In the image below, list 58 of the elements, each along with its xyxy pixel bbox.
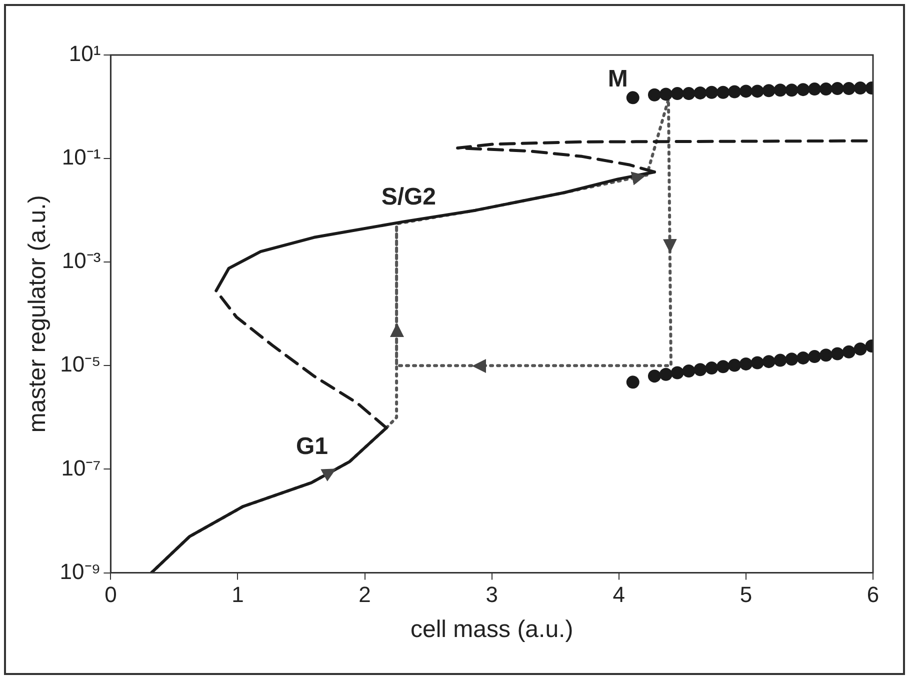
point [785, 352, 798, 366]
annotation: S/G2 [381, 183, 436, 210]
point [659, 88, 672, 101]
y-tick-label: 10⁻³ [62, 248, 101, 274]
point [626, 91, 640, 104]
point [842, 82, 856, 96]
y-axis-title: master regulator (a.u.) [24, 195, 52, 433]
y-tick-label: 10⁻⁵ [60, 352, 101, 377]
point [750, 84, 764, 98]
point [648, 370, 661, 383]
y-tick-label: 10⁻¹ [62, 144, 101, 170]
point [659, 368, 672, 381]
point [774, 354, 787, 367]
point [705, 362, 718, 375]
x-tick-label: 3 [486, 582, 498, 608]
point [819, 348, 832, 362]
point [808, 82, 822, 96]
point [682, 364, 696, 378]
point [808, 350, 822, 364]
point [762, 84, 776, 98]
x-tick-label: 2 [358, 582, 371, 608]
point [774, 84, 787, 97]
point [626, 376, 640, 389]
y-tick-label: 10¹ [68, 41, 101, 66]
point [716, 360, 730, 374]
x-axis-title: cell mass (a.u.) [410, 616, 574, 644]
point [854, 342, 867, 356]
y-tick-label: 10⁻⁹ [60, 558, 101, 584]
point [739, 357, 752, 370]
point [705, 86, 718, 99]
point [785, 84, 798, 97]
annotation: G1 [296, 433, 328, 460]
point [762, 355, 776, 368]
point [728, 85, 742, 98]
point [670, 366, 684, 380]
x-tick-label: 1 [232, 582, 244, 608]
x-tick-label: 4 [612, 582, 626, 608]
x-tick-label: 5 [740, 582, 752, 608]
point [854, 82, 867, 95]
point [739, 84, 752, 98]
x-tick-label: 0 [104, 582, 117, 608]
point [842, 345, 856, 358]
point [728, 358, 742, 372]
x-tick-label: 6 [866, 582, 880, 608]
point [694, 363, 707, 376]
point [670, 87, 684, 100]
point [830, 82, 844, 96]
point [716, 86, 730, 99]
point [750, 356, 764, 370]
point [648, 88, 661, 102]
annotation: M [608, 66, 628, 93]
y-tick-label: 10⁻⁷ [61, 455, 101, 480]
point [796, 351, 810, 364]
point [796, 83, 810, 96]
point [830, 347, 844, 360]
point [682, 87, 696, 100]
point [694, 86, 707, 100]
point [819, 82, 832, 96]
